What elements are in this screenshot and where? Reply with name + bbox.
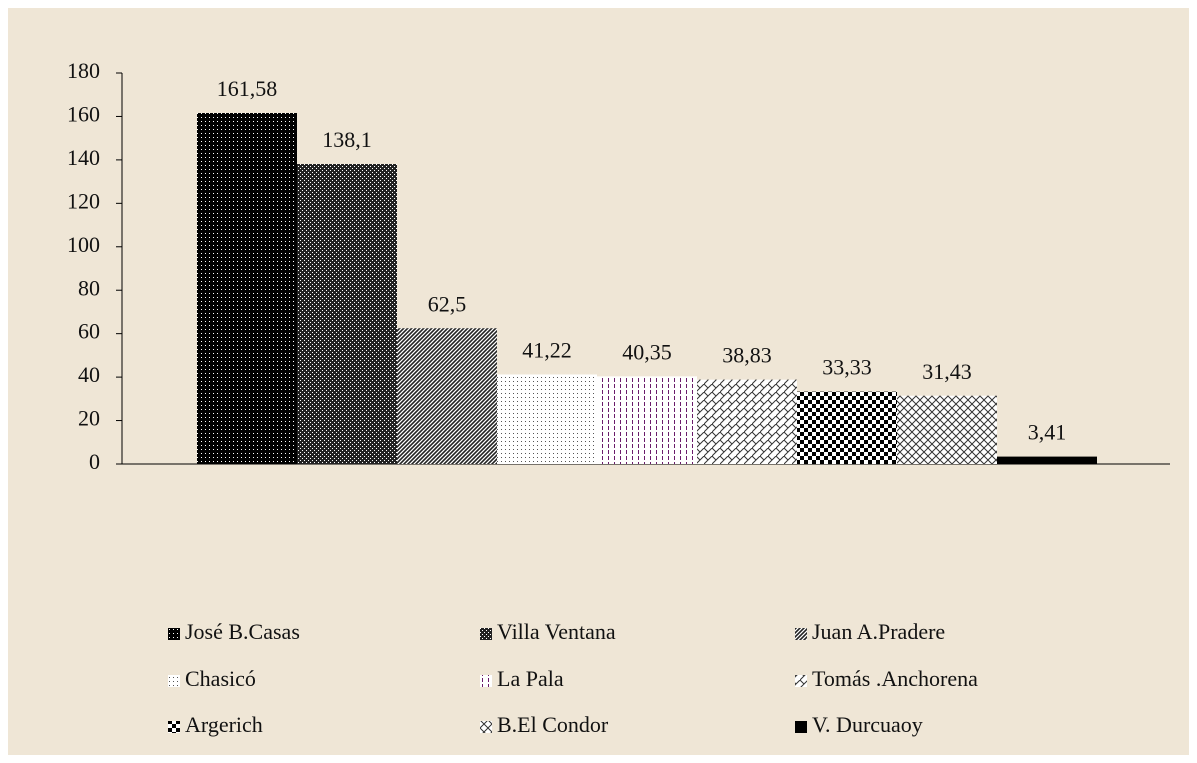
bar [497,374,597,464]
legend-label: B.El Condor [497,712,609,737]
legend-swatch [795,675,807,687]
y-tick-label: 180 [67,58,100,83]
y-tick-label: 60 [78,319,100,344]
legend-swatch [168,721,180,733]
y-tick-label: 160 [67,101,100,126]
data-label: 62,5 [428,291,467,316]
legend-swatch [480,721,492,733]
legend-swatch [168,628,180,640]
data-label: 161,58 [217,76,278,101]
data-label: 3,41 [1028,420,1067,445]
legend-label: La Pala [497,666,564,691]
legend-label: Tomás .Anchorena [812,666,978,691]
legend-label: José B.Casas [185,619,300,644]
legend-label: Chasicó [185,666,256,691]
y-tick-label: 0 [89,449,100,474]
data-label: 33,33 [822,355,872,380]
data-label: 40,35 [622,339,672,364]
bar [797,391,897,464]
y-tick-label: 40 [78,362,100,387]
bar [697,379,797,464]
legend-label: Argerich [185,712,263,737]
data-label: 138,1 [322,127,372,152]
data-label: 31,43 [922,359,972,384]
bar [597,376,697,464]
y-tick-label: 120 [67,188,100,213]
legend-swatch [795,721,807,733]
data-label: 38,83 [722,343,772,368]
legend-swatch [795,628,807,640]
y-tick-label: 100 [67,232,100,257]
legend-label: V. Durcuaoy [812,712,923,737]
y-tick-label: 140 [67,145,100,170]
legend-swatch [480,628,492,640]
y-tick-label: 80 [78,275,100,300]
legend-swatch [480,675,492,687]
bar [397,328,497,464]
bar [997,456,1097,464]
data-label: 41,22 [522,338,572,363]
bar [897,395,997,464]
legend-swatch [168,675,180,687]
legend-label: Juan A.Pradere [812,619,945,644]
bar [197,113,297,465]
bar [297,164,397,464]
legend-label: Villa Ventana [497,619,616,644]
y-tick-label: 20 [78,406,100,431]
